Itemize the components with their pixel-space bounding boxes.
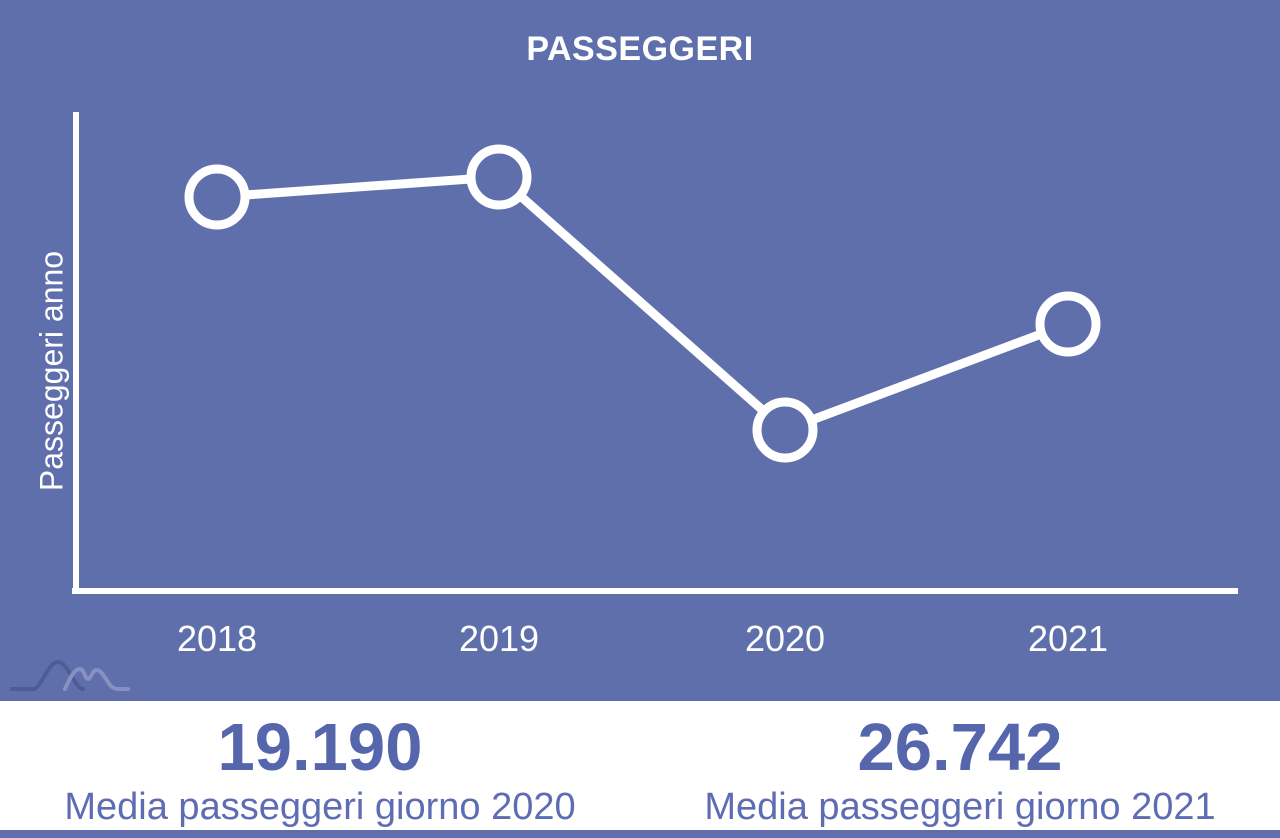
stat-2021: 26.742 Media passeggeri giorno 2021 [640,701,1280,830]
stat-2020-value: 19.190 [217,710,423,785]
y-axis-label: Passeggeri anno [33,250,70,492]
bottom-strip [0,830,1280,838]
x-tick-label-2018: 2018 [177,618,257,659]
data-point-2018 [184,164,250,230]
x-tick-label-2021: 2021 [1028,618,1108,659]
stat-2020: 19.190 Media passeggeri giorno 2020 [0,701,640,830]
data-point-2020 [752,397,818,463]
series-line [216,172,1070,435]
stat-2021-value: 26.742 [857,710,1063,785]
wave-logo-dark-curve [10,659,85,691]
stat-2021-label: Media passeggeri giorno 2021 [704,786,1216,828]
wave-logo-light-curve [63,666,130,691]
chart-title: PASSEGGERI [526,30,754,68]
data-point-2019 [466,144,532,210]
y-axis-line [73,112,79,594]
x-axis-line [72,588,1238,594]
x-tick-label-2020: 2020 [745,618,825,659]
chart-section: PASSEGGERI 2018 2019 2020 2021 Passeggeri a… [0,0,1280,701]
stat-2020-label: Media passeggeri giorno 2020 [64,786,576,828]
stats-section: 19.190 Media passeggeri giorno 2020 26.7… [0,701,1280,830]
data-point-2021 [1035,291,1101,357]
x-tick-label-2019: 2019 [459,618,539,659]
line-chart: 2018 2019 2020 2021 [72,112,1238,659]
wave-logo-icon [10,659,130,691]
